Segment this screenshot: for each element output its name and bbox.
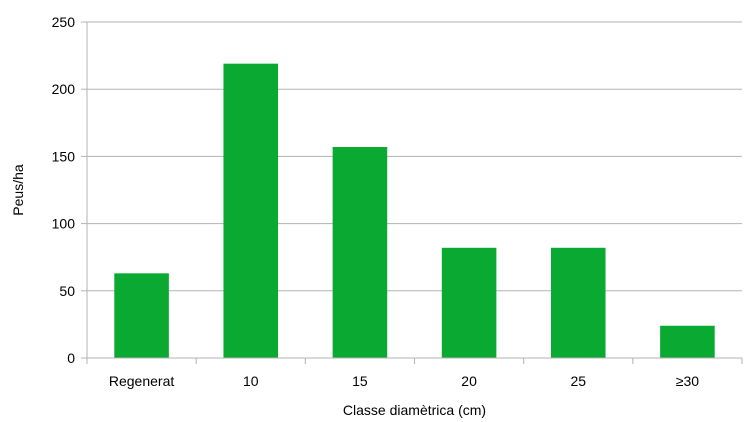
x-axis-title: Classe diamètrica (cm) <box>343 402 486 418</box>
x-tick-label: 10 <box>243 373 259 389</box>
bar-4 <box>550 247 606 358</box>
x-tick-label: ≥30 <box>676 373 699 389</box>
x-tick-label: 25 <box>570 373 586 389</box>
y-tick-label: 200 <box>52 81 76 97</box>
y-tick-labels: 0 50 100 150 200 250 <box>52 14 76 366</box>
bar-3 <box>441 247 497 358</box>
bars <box>114 63 715 358</box>
x-tick-label: Regenerat <box>109 373 174 389</box>
y-tick-label: 250 <box>52 14 76 30</box>
x-tick-label: 15 <box>352 373 368 389</box>
gridlines <box>81 21 742 359</box>
y-tick-label: 50 <box>59 283 75 299</box>
y-tick-label: 100 <box>52 216 76 232</box>
y-axis-title: Peus/ha <box>10 164 26 216</box>
bar-1 <box>223 63 279 358</box>
y-tick-label: 0 <box>67 350 75 366</box>
axes <box>86 22 742 359</box>
x-tick-label: 20 <box>461 373 477 389</box>
x-tick-labels: Regenerat 10 15 20 25 ≥30 <box>86 358 743 389</box>
bar-5 <box>660 325 715 358</box>
bar-0 <box>114 273 169 358</box>
y-tick-label: 150 <box>52 148 76 164</box>
bar-2 <box>332 146 388 358</box>
